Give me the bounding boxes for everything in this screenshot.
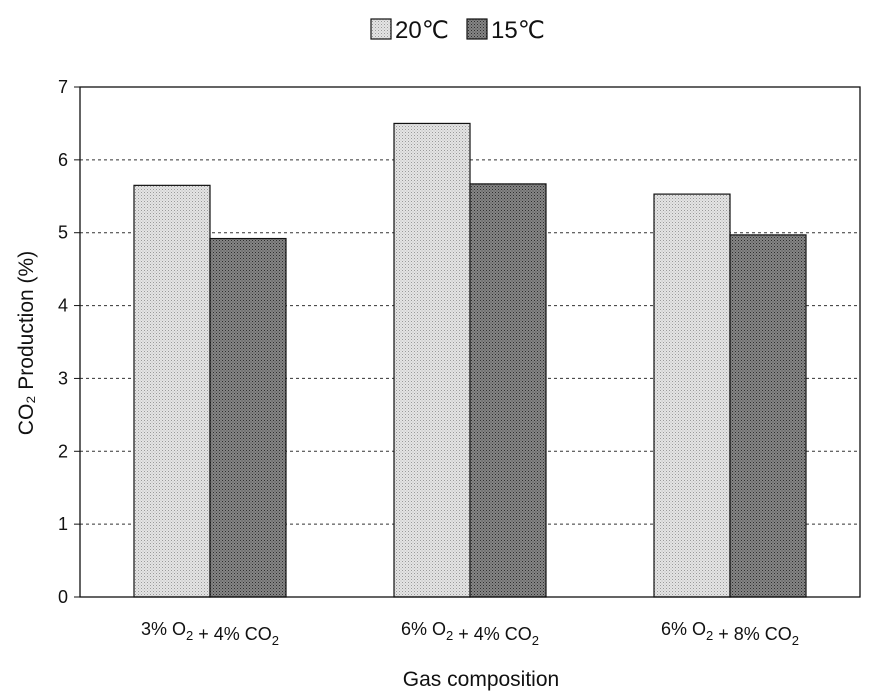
legend-label-series-1: 20℃: [395, 17, 449, 44]
bar-series-1: [393, 122, 471, 598]
bar-series-2: [469, 183, 547, 598]
y-tick-label: 7: [58, 77, 68, 97]
bars: [133, 122, 807, 598]
y-tick-label: 0: [58, 587, 68, 607]
x-axis-title: Gas composition: [403, 668, 559, 691]
y-tick-label: 4: [58, 296, 68, 316]
y-tick-label: 3: [58, 368, 68, 388]
x-category-label: 3% O2 + 4% CO2: [141, 619, 279, 648]
plot-area-frame: [79, 86, 861, 598]
y-tick-labels: 0 1 2 3 4 5 6 7: [58, 77, 80, 607]
x-category-label: 6% O2 + 4% CO2: [401, 619, 539, 648]
axes: [79, 86, 861, 598]
x-category-label: 6% O2 + 8% CO2: [661, 619, 799, 648]
y-tick-label: 2: [58, 441, 68, 461]
y-tick-label: 1: [58, 514, 68, 534]
y-axis-title: CO₂ Production (%): [15, 251, 38, 435]
y-tick-label: 6: [58, 150, 68, 170]
bar-series-1: [133, 184, 211, 598]
bar-series-2: [209, 237, 287, 598]
legend: 20℃ 15℃: [370, 17, 545, 44]
legend-swatch-series-1: [370, 18, 392, 40]
bar-series-2: [729, 234, 807, 598]
bar-series-1: [653, 193, 731, 598]
x-category-labels: 3% O2 + 4% CO2 6% O2 + 4% CO2 6% O2 + 8% C…: [141, 619, 799, 648]
legend-label-series-2: 15℃: [491, 17, 545, 44]
y-tick-label: 5: [58, 223, 68, 243]
legend-item-series-1: 20℃: [370, 17, 449, 44]
legend-item-series-2: 15℃: [466, 17, 545, 44]
legend-swatch-series-2: [466, 18, 488, 40]
